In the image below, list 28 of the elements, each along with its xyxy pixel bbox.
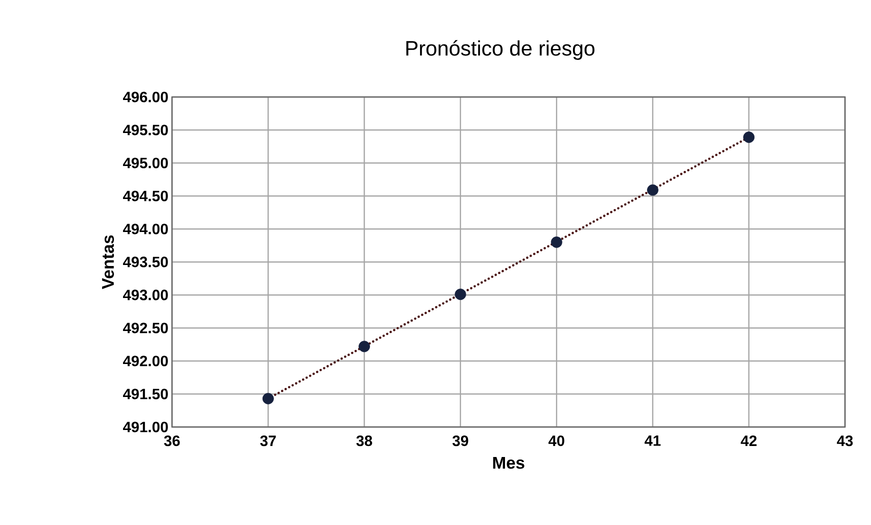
point <box>550 236 562 248</box>
point <box>647 184 658 196</box>
x-tick-label: 36 <box>164 436 180 446</box>
y-tick-label: 494.50 <box>123 190 168 202</box>
point <box>358 340 370 352</box>
y-tick-label: 491.50 <box>123 388 168 400</box>
x-tick-label: 37 <box>260 436 276 446</box>
point <box>262 392 274 404</box>
point <box>743 132 755 143</box>
y-tick-label: 491.00 <box>123 422 168 432</box>
y-axis-title: Ventas <box>102 235 114 290</box>
x-tick-label: 42 <box>740 436 757 446</box>
y-tick-label: 492.00 <box>123 356 168 366</box>
y-tick-label: 495.50 <box>123 124 168 136</box>
x-tick-label: 38 <box>356 436 372 446</box>
x-tick-label: 41 <box>644 436 661 446</box>
y-tick-label: 496.00 <box>123 92 168 102</box>
y-tick-label: 493.50 <box>123 256 168 268</box>
y-tick-label: 492.50 <box>123 322 168 334</box>
y-tick-label: 494.00 <box>123 224 168 234</box>
x-axis-title: Mes <box>493 456 524 469</box>
x-tick-label: 40 <box>548 436 564 446</box>
y-tick-label: 493.00 <box>123 290 168 300</box>
chart-title: Pronóstico de riesgo <box>406 40 594 60</box>
point <box>454 288 466 300</box>
x-tick-label: 39 <box>452 436 468 446</box>
y-tick-label: 495.00 <box>123 158 168 168</box>
x-tick-label: 43 <box>836 436 853 446</box>
